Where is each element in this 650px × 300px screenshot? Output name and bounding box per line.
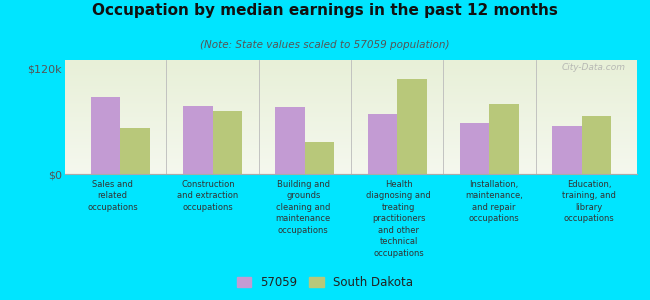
Text: Building and
grounds
cleaning and
maintenance
occupations: Building and grounds cleaning and mainte…: [276, 180, 331, 235]
Text: City-Data.com: City-Data.com: [562, 63, 625, 72]
Bar: [460, 123, 489, 174]
Bar: [397, 79, 426, 174]
Bar: [183, 106, 213, 174]
Text: (Note: State values scaled to 57059 population): (Note: State values scaled to 57059 popu…: [200, 40, 450, 50]
Bar: [368, 114, 397, 174]
Text: Installation,
maintenance,
and repair
occupations: Installation, maintenance, and repair oc…: [465, 180, 523, 223]
Text: Sales and
related
occupations: Sales and related occupations: [87, 180, 138, 212]
Bar: [582, 116, 611, 174]
Bar: [489, 104, 519, 174]
Text: Occupation by median earnings in the past 12 months: Occupation by median earnings in the pas…: [92, 3, 558, 18]
Legend: 57059, South Dakota: 57059, South Dakota: [232, 272, 418, 294]
Bar: [91, 97, 120, 174]
Bar: [552, 126, 582, 174]
Bar: [276, 107, 305, 174]
Bar: [305, 142, 334, 174]
Bar: [120, 128, 150, 174]
Text: Health
diagnosing and
treating
practitioners
and other
technical
occupations: Health diagnosing and treating practitio…: [367, 180, 431, 258]
Text: Construction
and extraction
occupations: Construction and extraction occupations: [177, 180, 239, 212]
Bar: [213, 111, 242, 174]
Text: Education,
training, and
library
occupations: Education, training, and library occupat…: [562, 180, 616, 223]
